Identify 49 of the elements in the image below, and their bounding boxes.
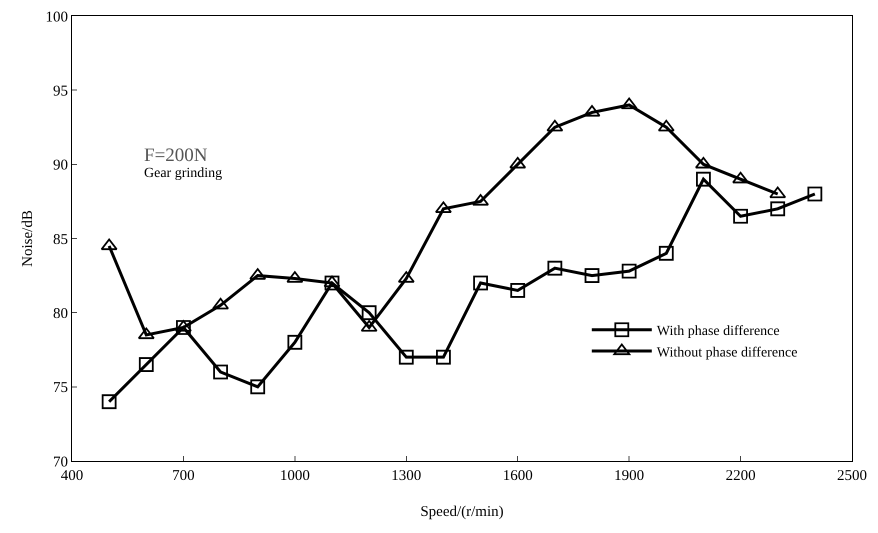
- point: [695, 156, 712, 168]
- point: [250, 379, 266, 394]
- x-tick-label: 2200: [726, 468, 756, 484]
- annotation: Gear grinding: [144, 166, 222, 181]
- point: [473, 276, 488, 290]
- point: [138, 357, 154, 372]
- point: [584, 105, 600, 117]
- point: [510, 283, 526, 298]
- point: [175, 320, 192, 332]
- point: [658, 246, 674, 261]
- point: [472, 194, 489, 206]
- point: [102, 394, 117, 410]
- point: [770, 201, 786, 216]
- point: [324, 276, 340, 288]
- y-tick-label: 100: [46, 9, 68, 26]
- point: [213, 364, 228, 380]
- point: [398, 350, 414, 365]
- point: [807, 186, 822, 202]
- point: [176, 320, 191, 335]
- point: [362, 305, 377, 320]
- point: [324, 276, 340, 290]
- legend-label: Without phase difference: [656, 345, 798, 360]
- point: [696, 172, 711, 187]
- point: [212, 298, 229, 310]
- x-tick-label: 1600: [502, 468, 533, 484]
- x-tick-label: 700: [172, 468, 195, 484]
- legend-label: With phase difference: [656, 324, 780, 340]
- point: [547, 260, 562, 276]
- y-tick-label: 75: [53, 380, 68, 396]
- point: [287, 334, 302, 350]
- y-tick-label: 90: [53, 158, 68, 174]
- point: [435, 201, 452, 213]
- y-tick-label: 85: [53, 232, 68, 248]
- y-axis-title: Noise/dB: [20, 210, 36, 267]
- point: [733, 208, 748, 224]
- x-tick-label: 1900: [614, 468, 644, 484]
- x-tick-label: 2500: [837, 468, 867, 484]
- annotation: F=200N: [144, 145, 208, 166]
- point: [732, 172, 749, 184]
- x-tick-label: 1300: [391, 468, 422, 484]
- x-tick-label: 400: [60, 468, 84, 484]
- point: [436, 350, 451, 365]
- point: [622, 264, 637, 279]
- point: [584, 268, 600, 283]
- y-tick-label: 95: [53, 83, 68, 100]
- x-tick-label: 1000: [280, 468, 310, 484]
- y-tick-label: 70: [53, 454, 68, 470]
- y-tick-label: 80: [53, 306, 68, 322]
- x-axis-title: Speed/(r/min): [420, 504, 504, 520]
